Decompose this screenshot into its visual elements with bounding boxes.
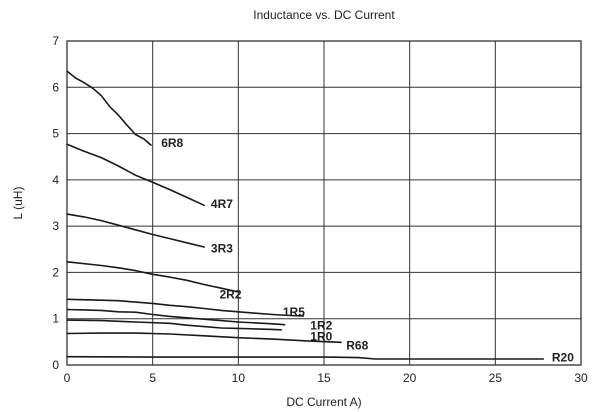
x-tick-label: 20: [403, 371, 417, 385]
y-tick-label: 1: [52, 312, 59, 326]
x-axis-label: DC Current A): [286, 395, 361, 409]
x-tick-label: 5: [149, 371, 156, 385]
series-line-1r2: [66, 308, 286, 326]
chart-title: Inductance vs. DC Current: [253, 8, 395, 22]
x-tick-label: 10: [232, 371, 246, 385]
y-tick-label: 6: [52, 80, 59, 94]
series-label-1r2: 1R2: [310, 319, 332, 333]
series-label-1r0: 1R0: [310, 329, 332, 343]
grid: [66, 40, 582, 366]
series-line-r20: [66, 355, 545, 360]
series-line-r68: [66, 332, 342, 344]
x-tick-label: 30: [574, 371, 588, 385]
series-line-2r2: [66, 260, 240, 293]
series-label-4r7: 4R7: [211, 197, 233, 211]
series-label-r20: R20: [552, 351, 574, 365]
x-tick-label: 15: [317, 371, 331, 385]
series-label-2r2: 2R2: [219, 288, 241, 302]
series-label-3r3: 3R3: [211, 241, 233, 255]
y-tick-label: 5: [52, 127, 59, 141]
y-tick-label: 7: [52, 34, 59, 48]
plot-frame: [66, 40, 582, 366]
series-label-1r5: 1R5: [283, 305, 305, 319]
series-label-r68: R68: [346, 339, 368, 353]
y-tick-label: 3: [52, 219, 59, 233]
series-line-6r8: [66, 70, 152, 146]
y-axis-label: L (uH): [11, 187, 25, 220]
y-tick-label: 4: [52, 173, 59, 187]
tick-labels: 0 5 10 15 20 25 30 0 1 2 3 4 5 6 7: [52, 34, 588, 385]
x-tick-label: 25: [489, 371, 503, 385]
y-tick-label: 0: [52, 358, 59, 372]
series-line-1r0: [66, 319, 283, 331]
x-tick-label: 0: [64, 371, 71, 385]
series-line-1r5: [66, 298, 305, 317]
series-group: [66, 70, 545, 360]
series-line-4r7: [66, 143, 205, 207]
series-label-6r8: 6R8: [161, 136, 183, 150]
series-line-3r3: [66, 213, 205, 248]
y-tick-label: 2: [52, 265, 59, 279]
